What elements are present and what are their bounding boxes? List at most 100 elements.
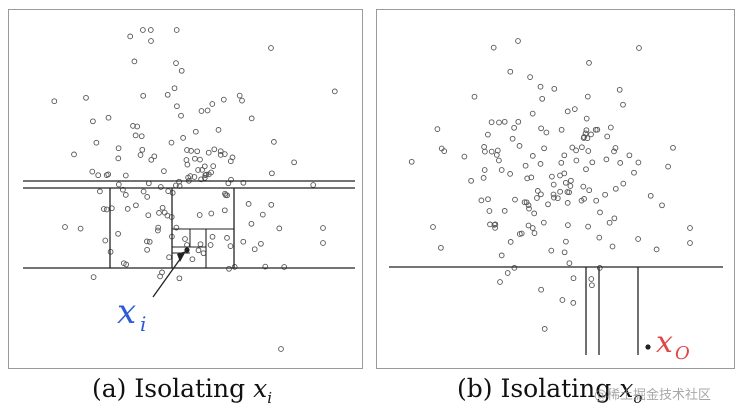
data-point [496,119,502,126]
data-point [617,160,624,166]
data-point [566,260,573,267]
data-point [498,167,505,173]
data-point [127,33,134,40]
caption-a-sub: i [267,389,273,407]
watermark: @稀土掘金技术社区 [594,388,712,403]
data-point [441,148,448,154]
data-point [236,92,243,99]
data-point [217,148,224,155]
data-point [134,123,141,130]
data-point [140,27,146,33]
data-point [168,139,175,146]
data-point [269,170,275,177]
data-point [620,101,626,108]
data-point [554,195,561,202]
data-point [226,265,232,272]
data-point [612,185,619,192]
point-label-xi-sub: i [140,312,146,336]
data-point [197,241,204,248]
data-point [524,175,531,182]
data-point [498,252,505,259]
data-point [173,27,180,33]
point-label-xi: x [117,292,136,332]
data-point [148,156,155,163]
data-point [579,144,585,151]
data-point [97,188,103,195]
data-point [635,236,641,242]
data-point [511,124,517,131]
data-point [561,170,568,177]
data-point [93,139,100,146]
data-point [545,201,551,208]
data-point [331,88,338,95]
data-point [180,135,186,141]
data-point [567,183,574,189]
data-point [597,209,603,216]
data-point [507,171,513,177]
data-point [203,171,210,178]
data-point [166,254,172,261]
data-point [549,173,555,180]
data-point [178,67,185,74]
data-point [139,146,146,153]
data-point [521,199,528,206]
data-point [222,192,229,198]
caption-a-var: x [253,374,268,403]
caption-a: (a) Isolating xi [92,374,272,407]
data-point [501,208,508,214]
data-point [188,148,194,154]
data-point [616,86,623,93]
data-point [320,225,326,231]
data-point [507,239,514,245]
data-point [221,151,228,157]
data-point [137,152,144,158]
data-point [541,326,548,332]
data-point [102,237,109,244]
data-point [100,206,107,212]
data-point [526,205,532,212]
data-point [173,60,179,66]
data-point [248,115,255,122]
data-point [636,45,642,51]
outlier-point-xo [645,344,651,350]
data-point [120,186,126,193]
data-point [561,249,568,256]
data-point [564,108,571,115]
data-point [584,93,591,100]
data-point [205,149,212,156]
data-point [262,263,269,270]
data-point [543,129,550,136]
data-point [259,211,266,218]
data-point [589,282,595,289]
data-point [89,168,96,175]
data-point [571,106,578,112]
data-point [488,148,495,155]
data-point [538,125,544,132]
data-point [486,208,493,214]
data-point [276,225,283,232]
data-point [659,202,665,209]
data-point [146,238,153,245]
data-point [585,223,591,230]
data-point [557,188,563,195]
data-point [122,192,129,198]
data-point [611,148,617,155]
data-point [207,242,214,248]
data-point [430,224,436,230]
caption-b-var: x [619,374,634,403]
data-point [215,127,222,133]
data-point [531,230,538,236]
data-point [604,133,611,140]
data-point [155,227,161,234]
data-point [573,157,580,164]
caption-a-text: (a) Isolating [92,374,254,403]
data-point [538,286,544,293]
data-point [687,225,693,231]
data-point [90,274,97,280]
data-point [497,279,503,285]
data-point [559,297,566,303]
data-point [157,184,164,190]
data-point [541,145,547,152]
